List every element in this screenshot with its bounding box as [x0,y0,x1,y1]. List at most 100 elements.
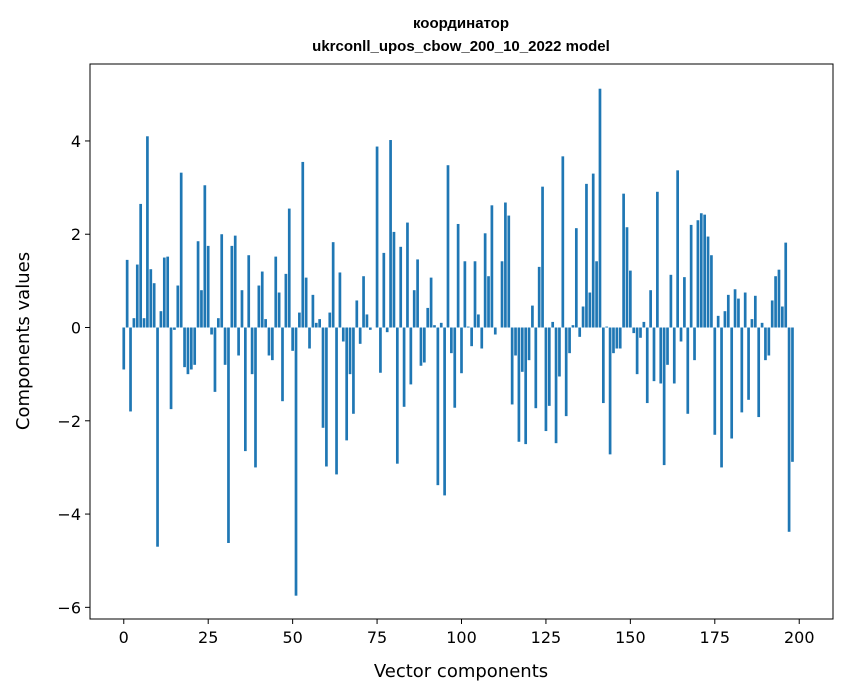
bar-87 [416,259,419,327]
bar-31 [227,328,230,543]
bar-39 [254,328,257,468]
bar-2 [129,328,132,412]
bar-147 [619,328,622,349]
bar-188 [757,328,760,418]
bar-186 [751,319,754,327]
bar-9 [153,283,156,327]
bar-178 [724,311,727,327]
bar-108 [487,276,490,327]
bar-117 [518,328,521,442]
bar-5 [139,204,142,328]
y-tick-label: 2 [71,225,81,244]
bar-137 [585,184,588,328]
bar-43 [268,328,271,356]
bar-141 [599,89,602,328]
bar-36 [244,328,247,452]
bar-176 [717,316,720,328]
bar-96 [447,165,450,327]
bar-103 [470,328,473,347]
bar-25 [207,246,210,328]
bar-97 [450,328,453,354]
x-tick-label: 175 [700,628,731,647]
bar-170 [697,220,700,327]
bar-81 [396,328,399,464]
bar-105 [477,314,480,327]
bar-190 [764,328,767,361]
bar-85 [409,328,412,385]
bar-72 [366,314,369,327]
bar-11 [160,311,163,327]
bar-90 [426,308,429,328]
bar-17 [180,173,183,328]
bar-138 [588,293,591,328]
bar-120 [528,328,531,361]
bar-164 [676,170,679,327]
bar-48 [285,274,288,328]
bar-0 [122,328,125,370]
bar-146 [616,328,619,349]
bar-80 [393,232,396,328]
y-axis-label: Components values [13,252,34,430]
bar-14 [170,328,173,410]
bar-6 [143,318,146,327]
x-tick-label: 100 [446,628,477,647]
bar-44 [271,328,274,361]
bar-183 [740,328,743,413]
bar-114 [507,216,510,328]
bar-124 [541,187,544,328]
bar-113 [504,203,507,328]
bar-55 [308,328,311,349]
bar-3 [133,318,136,327]
bar-47 [281,328,284,402]
bar-30 [224,328,227,365]
bar-180 [730,328,733,439]
bar-150 [629,271,632,328]
bar-1 [126,260,129,328]
bar-156 [649,290,652,327]
bar-94 [440,323,443,328]
bar-21 [193,328,196,365]
bar-171 [700,213,703,327]
x-tick-label: 125 [531,628,562,647]
bar-79 [389,140,392,327]
bar-182 [737,299,740,328]
bar-29 [220,234,223,327]
bar-86 [413,290,416,327]
bar-144 [609,328,612,455]
bar-197 [788,328,791,532]
bar-7 [146,136,149,327]
bar-102 [467,327,470,328]
bar-33 [234,236,237,328]
bar-122 [534,328,537,409]
bar-18 [183,328,186,368]
bar-58 [318,319,321,327]
bar-161 [666,328,669,365]
y-tick-label: 4 [71,132,81,151]
bar-4 [136,265,139,328]
bar-89 [423,328,426,363]
bar-16 [176,286,179,328]
bar-134 [575,228,578,327]
bar-77 [382,253,385,328]
bar-37 [247,255,250,327]
bar-127 [551,322,554,328]
bar-184 [744,293,747,328]
bar-84 [406,223,409,328]
bar-65 [342,328,345,342]
bar-57 [315,323,318,328]
bars-group [122,89,793,596]
bar-12 [163,258,166,328]
bar-172 [703,215,706,328]
bar-173 [707,237,710,328]
bar-115 [511,328,514,405]
bar-162 [670,275,673,328]
bar-26 [210,328,213,335]
bar-116 [514,328,517,356]
bar-126 [548,328,551,406]
y-tick-label: −4 [57,505,81,524]
bar-91 [430,278,433,328]
y-tick-label: 0 [71,319,81,338]
